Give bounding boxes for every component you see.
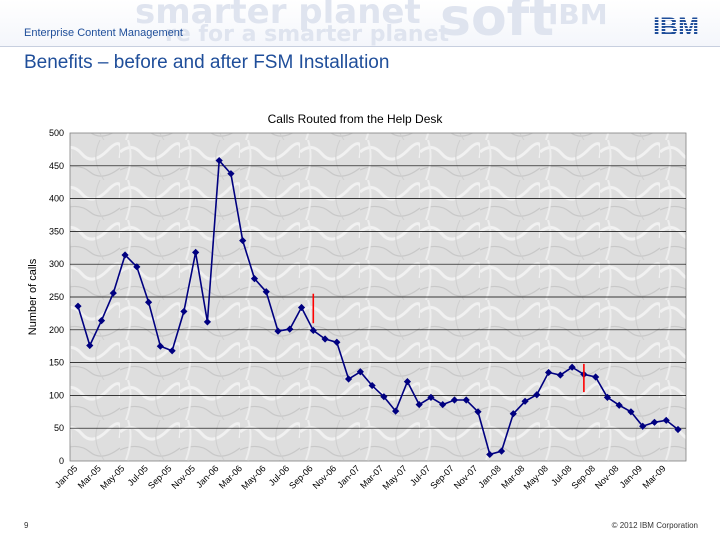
data-point [321, 335, 329, 343]
y-tick-label: 350 [49, 226, 64, 236]
y-tick-label: 0 [59, 456, 64, 466]
data-point [533, 391, 541, 399]
x-tick-label: May-08 [522, 463, 550, 491]
data-point [156, 342, 164, 350]
x-tick-label: Jan-07 [335, 463, 362, 490]
data-point [650, 418, 659, 426]
brand-label: Enterprise Content Management [24, 27, 183, 39]
x-tick-label: May-06 [239, 463, 267, 491]
x-tick-label: Sep-06 [287, 463, 315, 491]
series-calls [74, 156, 682, 459]
data-point [603, 393, 612, 401]
x-tick-label: Jan-06 [194, 463, 221, 490]
calls-chart: Calls Routed from the Help Desk 0 50 100 15… [27, 112, 687, 492]
data-point [368, 381, 376, 390]
x-tick-label: May-07 [381, 463, 409, 491]
data-point [509, 410, 517, 418]
data-point [556, 371, 564, 379]
x-tick-label: May-05 [98, 463, 126, 491]
data-point [450, 396, 459, 404]
y-axis-label: Number of calls [27, 258, 39, 335]
data-point [439, 400, 447, 409]
header-divider [0, 46, 720, 47]
data-point [86, 341, 94, 350]
y-tick-label: 50 [54, 423, 64, 433]
data-point [521, 397, 529, 405]
data-point [274, 327, 282, 335]
x-tick-label: Jan-05 [53, 463, 80, 490]
x-tick-label: Sep-07 [428, 463, 456, 491]
copyright: © 2012 IBM Corporation [611, 521, 698, 530]
data-point [392, 407, 400, 415]
x-tick-label: Sep-08 [569, 463, 597, 491]
data-point [568, 363, 576, 371]
data-point [403, 378, 412, 386]
page-number: 9 [24, 521, 29, 530]
data-point [415, 400, 423, 409]
data-point [309, 326, 317, 335]
grid-lines [70, 165, 686, 429]
y-tick-label: 150 [49, 358, 64, 368]
y-tick-labels: 0 50 100 150 200 250 300 350 400 450 500 [49, 128, 64, 466]
data-point [627, 408, 635, 416]
data-point [486, 450, 494, 459]
watermark-text-ibm: IBM [548, 0, 608, 31]
x-tick-label: Mar-09 [640, 463, 667, 490]
data-point [380, 393, 388, 401]
chart-title: Calls Routed from the Help Desk [268, 112, 444, 126]
data-point [474, 408, 482, 416]
data-point [227, 170, 235, 178]
x-tick-label: Nov-07 [452, 463, 480, 491]
y-tick-label: 450 [49, 161, 64, 171]
data-point [356, 368, 364, 376]
data-point [180, 307, 188, 316]
watermark-text-top: smarter planet [135, 0, 421, 32]
x-tick-label: Nov-06 [311, 463, 339, 491]
data-point [662, 416, 670, 424]
data-point [239, 236, 247, 245]
x-tick-label: Nov-08 [593, 463, 621, 491]
data-point [462, 396, 470, 404]
x-tick-label: Nov-05 [169, 463, 197, 491]
data-point [250, 275, 259, 283]
series-line [77, 158, 679, 456]
x-tick-label: Jan-08 [476, 463, 503, 490]
y-tick-label: 400 [49, 194, 64, 204]
x-tick-label: Sep-05 [146, 463, 174, 491]
data-point [168, 347, 176, 355]
y-tick-label: 300 [49, 259, 64, 269]
data-point [215, 156, 223, 165]
header-banner: smarter planet re for a smarter planet s… [0, 0, 720, 46]
data-point [344, 375, 353, 383]
y-tick-label: 500 [49, 128, 64, 138]
data-point [592, 373, 600, 381]
data-point [615, 401, 623, 409]
slide-title: Benefits – before and after FSM Installa… [24, 52, 390, 73]
y-tick-label: 100 [49, 390, 64, 400]
watermark-text-soft: soft [440, 0, 555, 46]
data-point [144, 298, 153, 306]
data-point [427, 393, 435, 401]
watermark-text-bottom: re for a smarter planet [165, 22, 450, 46]
ibm-logo-text: IBM [653, 14, 699, 38]
ibm-logo: IBM [653, 14, 699, 38]
data-point [497, 447, 506, 455]
data-point [639, 422, 647, 430]
y-tick-label: 200 [49, 325, 64, 335]
install-markers [312, 293, 585, 393]
x-tick-label: Jan-09 [618, 463, 645, 490]
data-point [192, 248, 200, 256]
data-point [674, 425, 682, 434]
data-point [544, 368, 553, 377]
y-tick-label: 250 [49, 292, 64, 302]
